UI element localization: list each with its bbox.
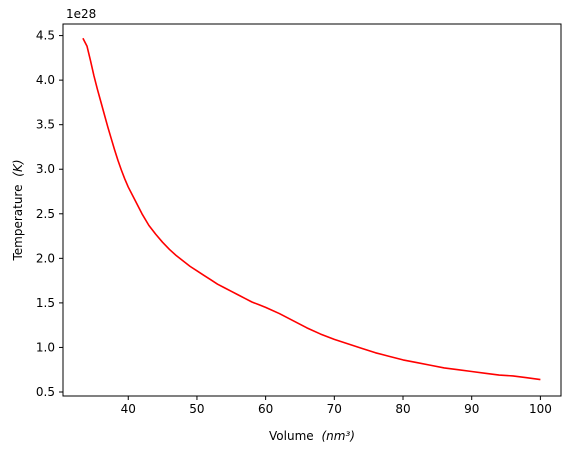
y-offset-label: 1e28 bbox=[66, 7, 96, 21]
y-tick-label: 2.0 bbox=[36, 251, 55, 265]
y-tick-label: 4.5 bbox=[36, 29, 55, 43]
plot-area-frame bbox=[62, 23, 562, 397]
y-tick-label: 3.0 bbox=[36, 162, 55, 176]
y-axis-label-unit: (K) bbox=[11, 159, 25, 176]
y-tick-label: 1.0 bbox=[36, 340, 55, 354]
y-tick-label: 2.5 bbox=[36, 207, 55, 221]
y-tick-label: 0.5 bbox=[36, 385, 55, 399]
y-axis-label-text: Temperature bbox=[11, 185, 25, 262]
x-axis-label-text: Volume bbox=[269, 429, 314, 443]
x-axis-label-unit: (nm³) bbox=[322, 429, 355, 443]
x-tick-label: 90 bbox=[464, 402, 479, 416]
x-tick-label: 100 bbox=[529, 402, 552, 416]
y-tick-label: 4.0 bbox=[36, 73, 55, 87]
x-tick-label: 70 bbox=[327, 402, 342, 416]
y-tick-label: 3.5 bbox=[36, 118, 55, 132]
series-line bbox=[82, 37, 541, 381]
series-layer bbox=[82, 37, 541, 381]
y-axis-ticks: 0.5 1.0 1.5 2.0 2.5 3.0 3.5 4.0 4.5 bbox=[36, 29, 63, 399]
x-tick-label: 80 bbox=[395, 402, 410, 416]
x-axis-label: Volume (nm³) bbox=[269, 429, 355, 443]
x-tick-label: 60 bbox=[258, 402, 273, 416]
y-tick-label: 1.5 bbox=[36, 296, 55, 310]
x-tick-label: 50 bbox=[189, 402, 204, 416]
x-axis-ticks: 40 50 60 70 80 90 100 bbox=[121, 396, 552, 416]
x-tick-label: 40 bbox=[121, 402, 136, 416]
y-axis-label: Temperature (K) bbox=[11, 159, 25, 261]
